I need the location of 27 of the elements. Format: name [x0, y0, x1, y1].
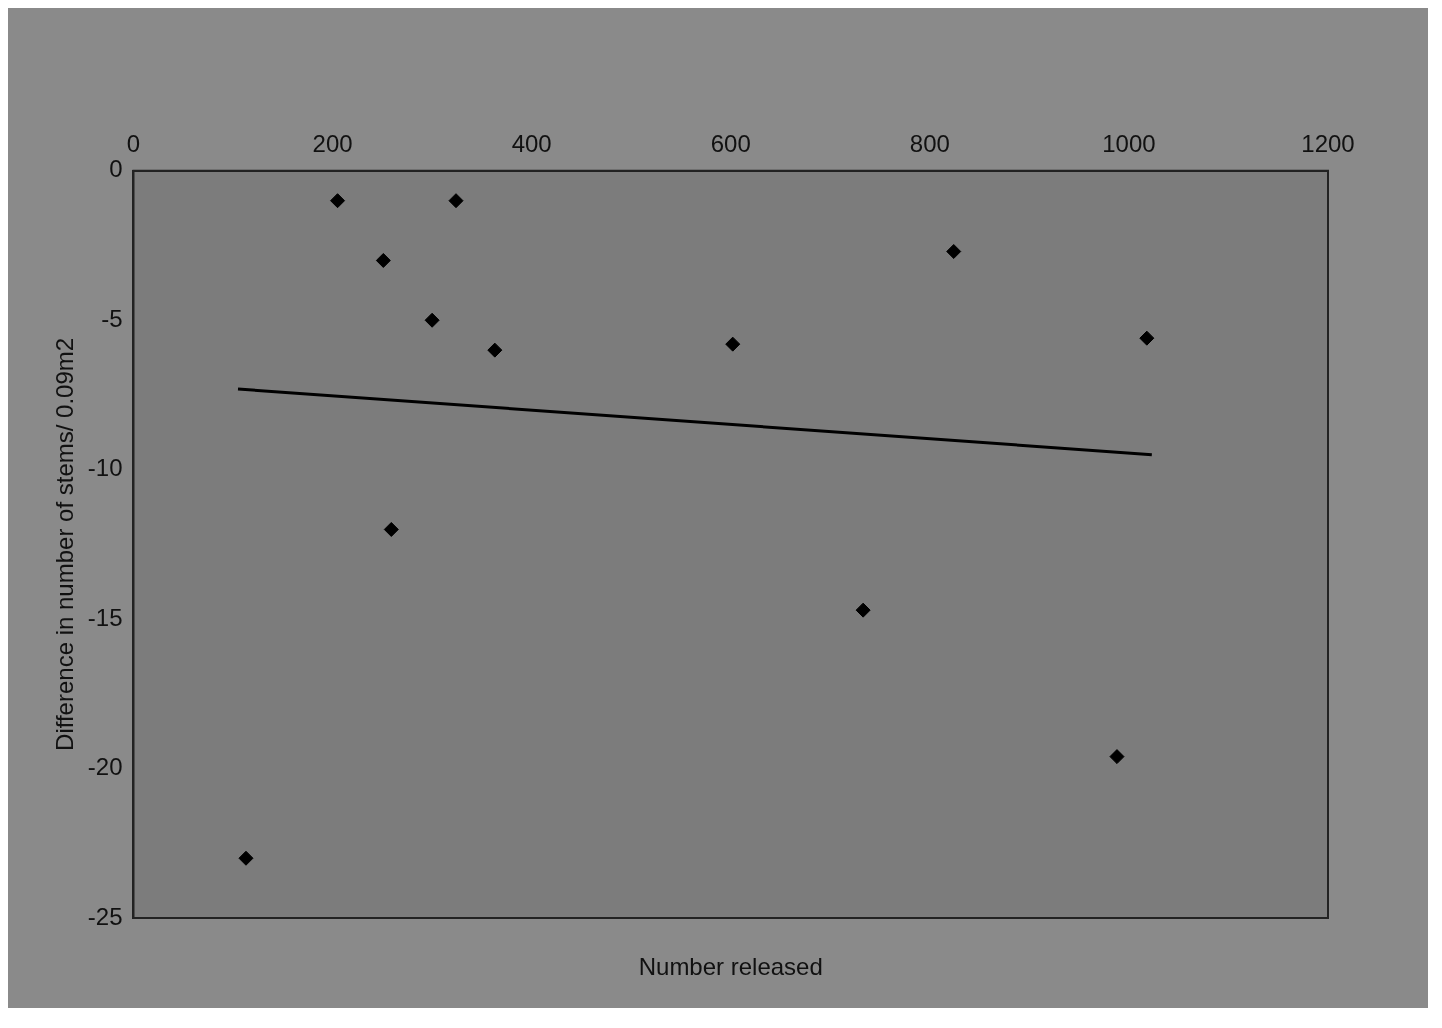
- point: [375, 252, 391, 268]
- y-tick-label: -10: [87, 454, 123, 482]
- x-tick-label: 600: [710, 130, 751, 158]
- x-tick-label: 800: [909, 130, 950, 158]
- x-tick-label: 1000: [1102, 130, 1156, 158]
- point: [946, 244, 962, 259]
- x-tick-label: 1200: [1301, 130, 1355, 158]
- y-tick-label: -15: [87, 603, 123, 631]
- y-tick-label: -5: [101, 304, 123, 332]
- y-tick-label: 0: [109, 155, 123, 183]
- point: [725, 336, 741, 352]
- point: [1139, 330, 1155, 346]
- x-tick-label: 400: [511, 130, 552, 158]
- point: [383, 521, 399, 537]
- point: [487, 342, 503, 358]
- point: [238, 850, 254, 866]
- point: [424, 312, 440, 328]
- x-tick-label: 200: [312, 130, 353, 158]
- x-tick-label: 0: [126, 130, 141, 158]
- point: [448, 193, 464, 209]
- point: [855, 602, 871, 618]
- y-axis-title: Difference in number of stems/ 0.09m2: [51, 337, 79, 751]
- y-tick-label: -20: [87, 753, 123, 781]
- x-axis-title: Number released: [638, 952, 823, 980]
- point: [330, 193, 346, 209]
- point: [1109, 749, 1125, 765]
- y-tick-label: -25: [87, 902, 123, 930]
